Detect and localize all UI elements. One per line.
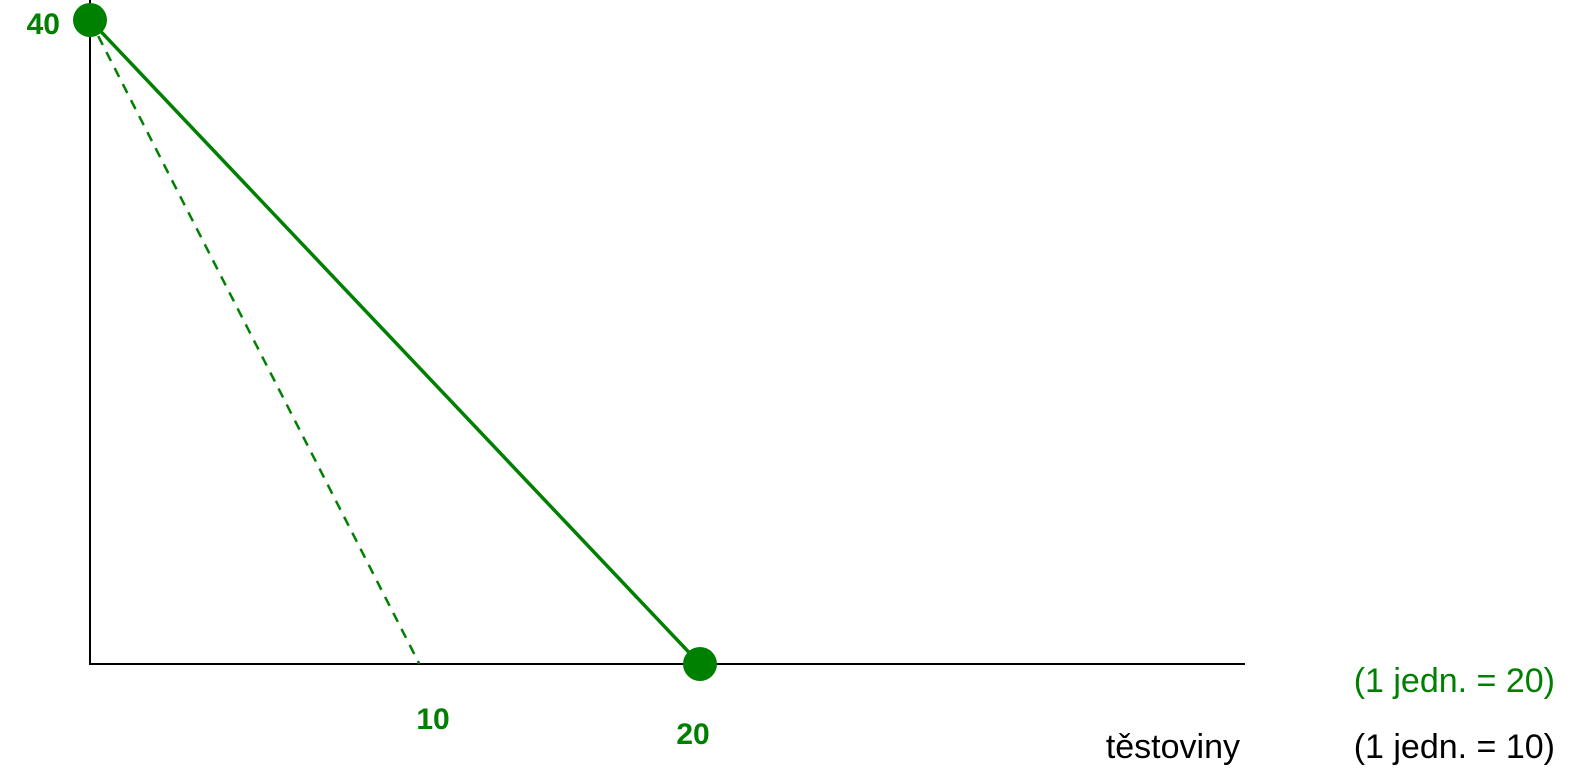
dashed-budget-line bbox=[88, 19, 421, 665]
x-axis-title: těstoviny bbox=[1106, 728, 1240, 766]
data-point-marker-0-1 bbox=[683, 647, 717, 681]
solid-budget-line bbox=[88, 18, 702, 666]
data-point-marker-0-0 bbox=[73, 3, 107, 37]
unit-note-green: (1 jedn. = 20) bbox=[1354, 662, 1555, 700]
axis-notes: (1 jedn. = 20) těstoviny (1 jedn. = 10) bbox=[1106, 662, 1555, 766]
x-tick-label-20: 20 bbox=[676, 718, 709, 751]
axes bbox=[89, 0, 1245, 665]
unit-note-black: (1 jedn. = 10) bbox=[1354, 728, 1555, 766]
marker-layer bbox=[73, 3, 717, 681]
y-tick-label-40: 40 bbox=[27, 8, 60, 41]
series-layer bbox=[88, 18, 702, 666]
x-tick-label-10: 10 bbox=[416, 703, 449, 736]
tick-labels: 40 10 20 bbox=[27, 8, 710, 751]
